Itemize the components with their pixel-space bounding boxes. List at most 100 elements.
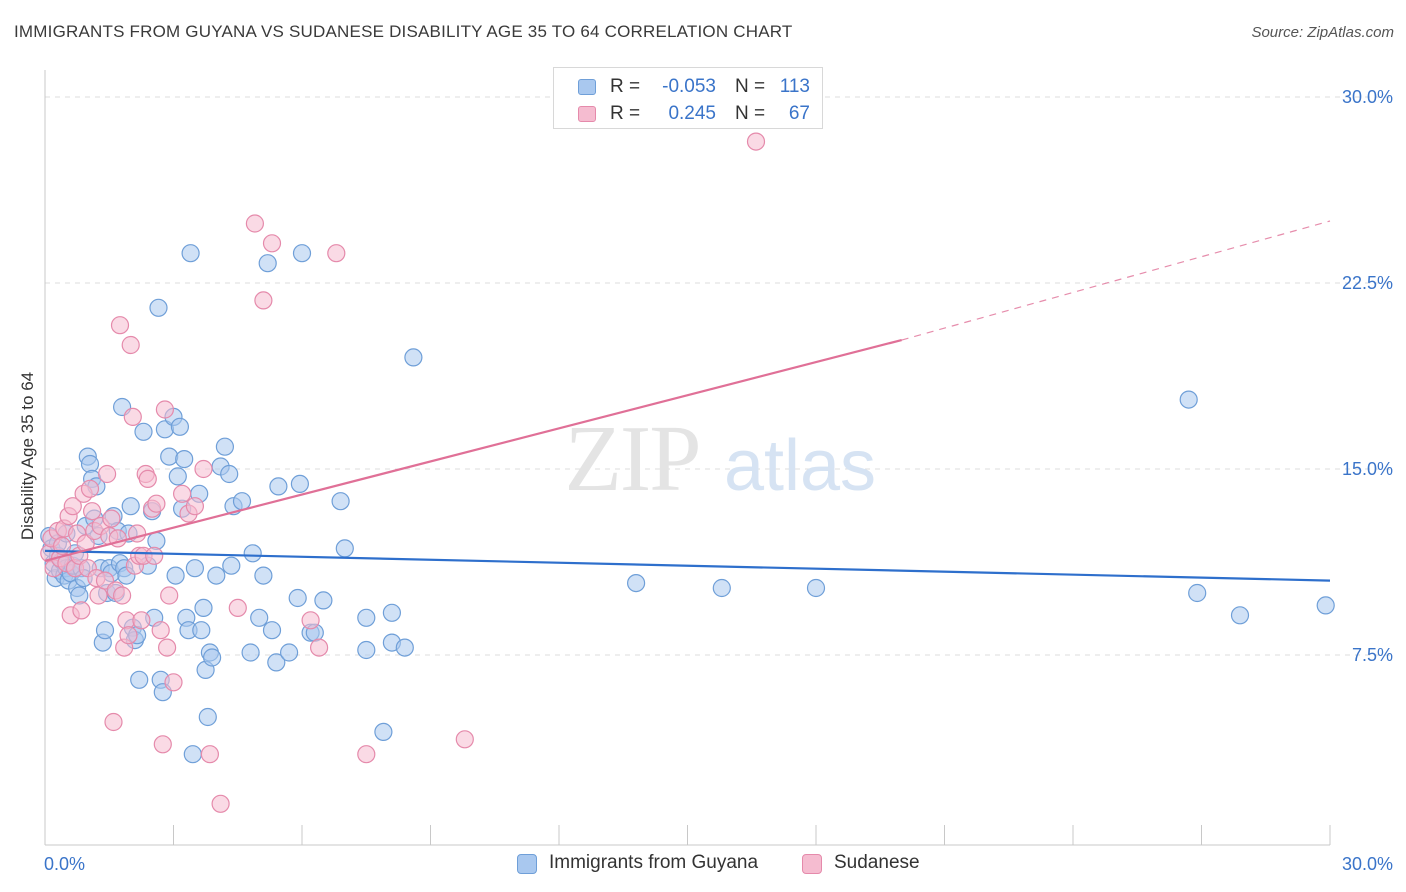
r-label: R =: [610, 103, 641, 124]
y-tick-label: 22.5%: [1342, 273, 1393, 293]
data-point: [290, 474, 309, 493]
data-point: [70, 586, 89, 605]
n-label: N =: [735, 76, 766, 97]
data-point: [357, 745, 376, 764]
data-point: [215, 437, 234, 456]
data-point: [250, 608, 269, 627]
y-tick-labels: 7.5% 15.0% 22.5% 30.0%: [1342, 87, 1393, 665]
data-point: [220, 464, 239, 484]
data-point: [153, 735, 172, 754]
data-point: [158, 638, 177, 657]
data-point: [203, 648, 222, 667]
data-point: [288, 588, 307, 608]
data-point: [192, 621, 211, 640]
r-value: 0.245: [668, 103, 716, 124]
data-point: [292, 244, 312, 263]
legend-swatch-sudanese: [802, 854, 822, 874]
data-point: [134, 422, 153, 441]
watermark: ZIP atlas: [565, 407, 877, 511]
y-tick-label: 15.0%: [1342, 459, 1393, 479]
data-point: [301, 611, 320, 630]
trend-line-sudanese: [44, 338, 902, 562]
data-point: [63, 497, 82, 516]
data-point: [102, 509, 121, 528]
data-point: [185, 497, 204, 516]
stats-row-sudanese: R = 0.245 N = 67: [554, 101, 822, 127]
watermark-zip: ZIP: [565, 407, 700, 511]
axes: [44, 70, 1331, 846]
data-point: [80, 479, 100, 498]
data-point: [123, 407, 142, 426]
data-point: [207, 566, 226, 585]
trend-lines: [44, 220, 1331, 582]
data-point: [181, 244, 200, 263]
data-point: [160, 447, 179, 466]
data-point: [72, 601, 91, 620]
data-point: [1316, 596, 1335, 615]
data-point: [164, 673, 183, 692]
data-point: [806, 578, 826, 598]
data-point: [254, 566, 273, 585]
data-point: [97, 464, 117, 484]
y-tick-label: 30.0%: [1342, 87, 1393, 107]
y-axis-label: Disability Age 35 to 64: [18, 371, 37, 541]
data-point: [166, 566, 185, 585]
y-tick-label: 7.5%: [1352, 645, 1393, 665]
data-point: [626, 573, 646, 593]
data-point: [262, 621, 282, 640]
data-point: [404, 348, 423, 367]
data-point: [374, 722, 393, 742]
legend-swatch-guyana: [517, 854, 537, 874]
data-point: [746, 132, 766, 151]
data-point: [1230, 606, 1250, 625]
data-point: [168, 467, 187, 486]
trend-line-sudanese-extension: [901, 220, 1331, 341]
n-label: N =: [735, 103, 766, 124]
swatch-guyana: [578, 79, 596, 95]
data-point: [280, 643, 299, 662]
data-point: [262, 234, 282, 253]
data-point: [173, 484, 192, 503]
data-point: [269, 477, 288, 496]
data-point: [198, 707, 217, 727]
data-point: [175, 450, 194, 469]
n-value: 113: [779, 76, 810, 97]
data-point: [82, 502, 102, 521]
data-point: [211, 794, 230, 813]
swatch-sudanese: [578, 106, 596, 122]
trend-line-guyana: [44, 549, 1331, 582]
data-point: [243, 544, 262, 563]
data-point: [145, 546, 164, 565]
data-point: [357, 608, 376, 627]
data-point: [267, 653, 286, 672]
data-point: [382, 603, 401, 622]
data-point: [132, 611, 151, 630]
data-point: [185, 559, 204, 578]
data-point: [232, 492, 252, 511]
data-point: [160, 586, 179, 605]
chart-title: IMMIGRANTS FROM GUYANA VS SUDANESE DISAB…: [14, 22, 793, 41]
data-point: [200, 745, 219, 764]
data-point: [228, 598, 247, 618]
data-point: [104, 712, 123, 732]
r-value: -0.053: [662, 76, 716, 97]
data-point: [327, 244, 346, 263]
data-point: [80, 454, 100, 474]
data-point: [121, 497, 140, 516]
legend-label-sudanese: Sudanese: [834, 852, 920, 873]
data-point: [155, 400, 174, 419]
data-point: [395, 638, 414, 657]
data-point: [455, 730, 474, 749]
x-tick-label: 30.0%: [1342, 854, 1393, 874]
data-point: [130, 670, 149, 689]
data-point: [258, 254, 277, 273]
gridlines: [45, 96, 1392, 656]
x-tick-label: 0.0%: [44, 854, 85, 874]
data-point: [147, 531, 166, 551]
n-value: 67: [788, 103, 810, 124]
stats-legend: R = -0.053 N = 113 R = 0.245 N = 67: [553, 67, 823, 129]
data-point: [335, 539, 354, 558]
data-point: [170, 417, 189, 436]
x-tick-labels: 0.0% 30.0%: [44, 854, 1393, 874]
